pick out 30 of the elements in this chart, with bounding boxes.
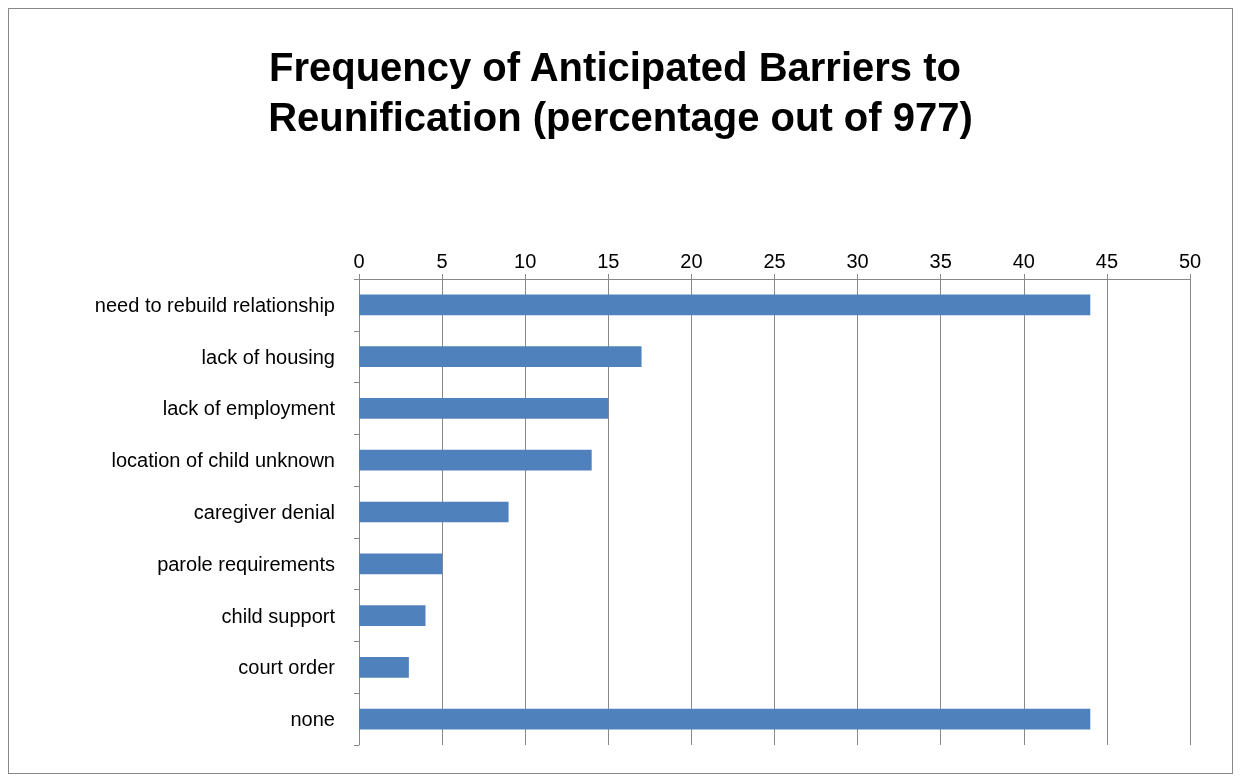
x-tick-label: 25 — [763, 250, 786, 272]
y-tick-label: parole requirements — [157, 552, 335, 575]
bar — [359, 501, 509, 523]
y-tick-label: lack of employment — [162, 397, 336, 420]
x-tick-label: 10 — [514, 250, 537, 272]
y-tick-label: lack of housing — [201, 345, 335, 368]
x-tick-label: 20 — [680, 250, 703, 272]
x-tick-label: 35 — [929, 250, 952, 272]
x-tick-label: 5 — [436, 250, 448, 272]
x-tick-label: 0 — [353, 250, 365, 272]
x-tick-label: 30 — [846, 250, 869, 272]
y-tick-label: location of child unknown — [111, 449, 335, 472]
bar — [359, 398, 609, 419]
y-tick-label: need to rebuild relationship — [94, 293, 335, 316]
bar — [359, 656, 409, 678]
bar — [359, 708, 1091, 730]
x-tick-label: 40 — [1012, 250, 1035, 272]
bar — [359, 605, 426, 626]
chart-title: Frequency of Anticipated Barriers to Reunification (percentage out of 977) — [268, 45, 973, 139]
y-tick-label: none — [290, 708, 335, 731]
y-tick-label: court order — [238, 656, 336, 679]
x-tick-label: 45 — [1095, 250, 1119, 272]
bar — [359, 449, 592, 471]
bar — [359, 294, 1091, 316]
y-tick-label: caregiver denial — [193, 501, 335, 523]
x-tick-label: 15 — [597, 250, 620, 272]
x-tick-label: 50 — [1178, 250, 1202, 272]
bar — [359, 346, 642, 368]
bar — [359, 553, 443, 575]
y-tick-label: child support — [221, 604, 336, 627]
